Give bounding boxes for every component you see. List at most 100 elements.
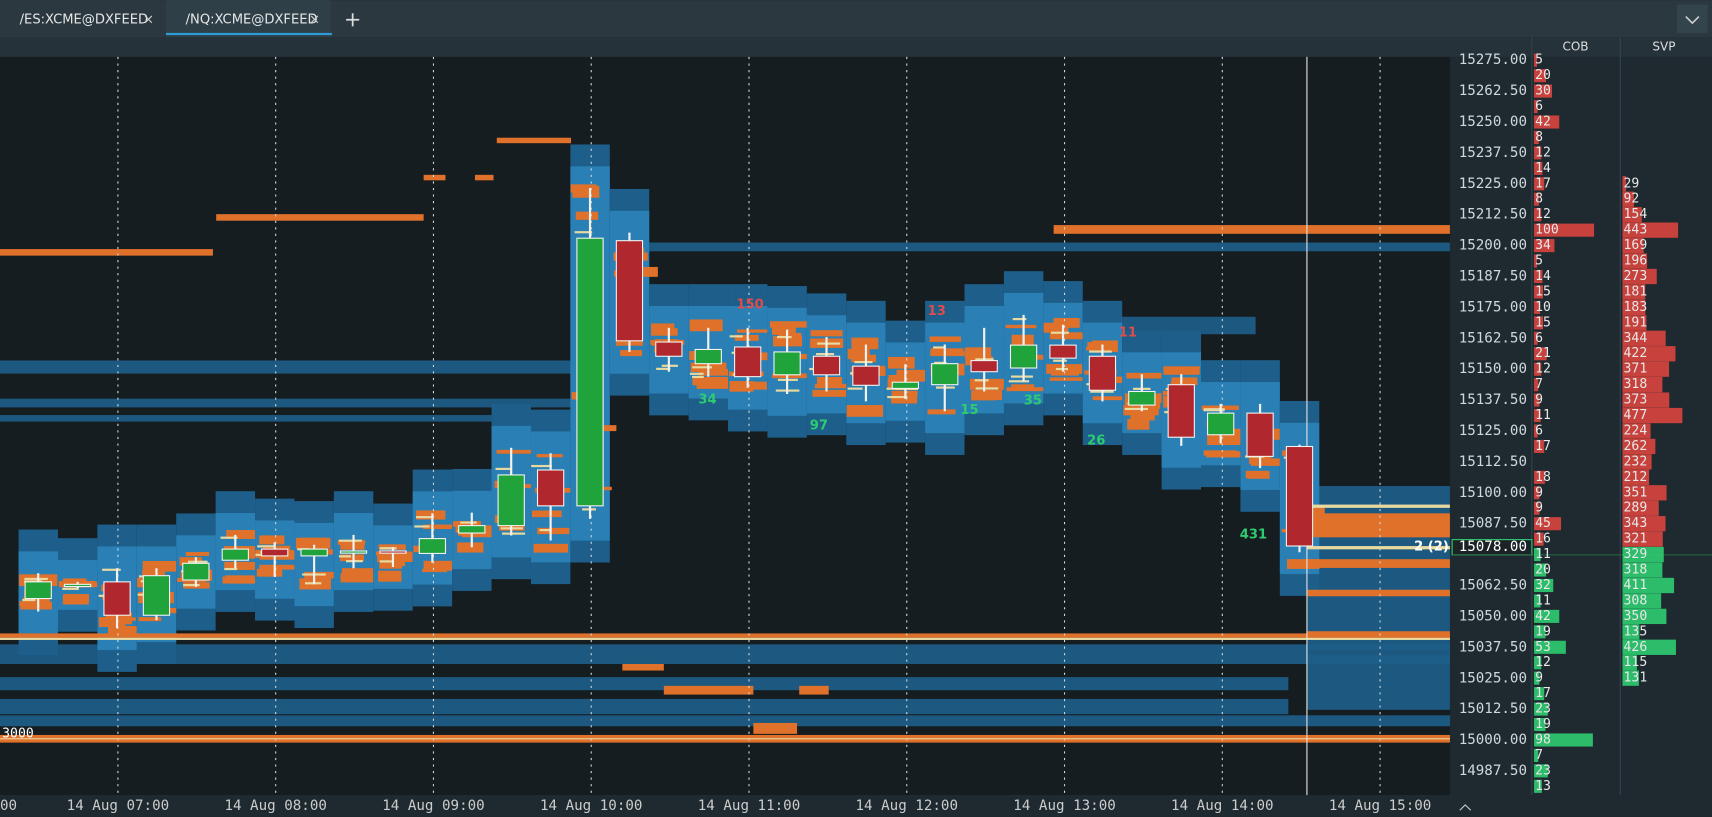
cob-value: 15 <box>1535 284 1551 299</box>
liquidity-band <box>496 137 572 144</box>
cob-bar <box>1534 424 1538 438</box>
svp-bar <box>1622 176 1627 192</box>
cob-bar <box>1534 69 1547 83</box>
time-label: 14 Aug 09:00 <box>382 798 485 814</box>
cob-value: 11 <box>1535 547 1551 562</box>
trade-count: 34 <box>698 392 716 407</box>
liquidity-band <box>1053 225 1450 234</box>
candle-body <box>891 381 919 389</box>
menu-button[interactable] <box>1677 4 1708 33</box>
cob-value: 6 <box>1535 331 1543 346</box>
add-tab[interactable] <box>346 13 360 27</box>
cob-bar <box>1534 656 1542 670</box>
candle-body <box>1246 412 1274 457</box>
liquidity-band <box>663 685 754 695</box>
cob-value: 17 <box>1535 176 1551 191</box>
liquidity-band <box>62 587 79 590</box>
time-label: 14 Aug 07:00 <box>67 798 170 814</box>
liquidity-band <box>1306 513 1450 538</box>
cob-bar <box>1534 517 1562 531</box>
liquidity-band <box>812 389 849 397</box>
candle-body <box>24 581 52 600</box>
cob-value: 32 <box>1535 578 1551 593</box>
trade-count: 11 <box>1119 326 1137 341</box>
svp-bar <box>1622 438 1656 455</box>
tab[interactable] <box>0 0 165 38</box>
cob-value: 8 <box>1535 192 1543 207</box>
liquidity-band <box>1306 559 1450 568</box>
price-label: 15112.50 <box>1459 454 1527 470</box>
svp-bar <box>1622 299 1646 316</box>
candle-body <box>142 575 171 616</box>
cob-value: 11 <box>1535 593 1551 608</box>
tab-close[interactable]: × <box>143 12 154 27</box>
svp-bar <box>1622 207 1642 223</box>
liquidity-band <box>474 174 494 181</box>
svp-value: 426 <box>1624 640 1648 655</box>
cob-value: 9 <box>1535 485 1543 500</box>
liquidity-band <box>975 387 999 390</box>
liquidity-band <box>0 715 1453 727</box>
cob-value: 12 <box>1535 655 1551 670</box>
svp-value: 196 <box>1624 254 1648 269</box>
tab-close[interactable]: × <box>309 12 320 27</box>
cob-value: 8 <box>1535 130 1543 145</box>
candle-body <box>418 538 447 554</box>
cob-value: 16 <box>1535 532 1551 547</box>
liquidity-band <box>1163 366 1200 375</box>
liquidity-band <box>381 547 394 550</box>
cob-value: 13 <box>1535 779 1551 794</box>
cob-bar <box>1534 486 1540 500</box>
cob-bar <box>1534 733 1593 747</box>
price-label: 15275.00 <box>1459 52 1527 68</box>
svp-bar <box>1622 361 1670 377</box>
liquidity-band <box>378 570 402 582</box>
cob-value: 45 <box>1535 516 1551 531</box>
svp-value: 371 <box>1624 362 1648 377</box>
liquidity-band <box>769 321 809 328</box>
liquidity-band <box>927 409 956 415</box>
cob-value: 7 <box>1535 377 1543 392</box>
cob-value: 9 <box>1535 671 1543 686</box>
svp-value: 318 <box>1624 377 1648 392</box>
liquidity-band <box>1091 340 1118 352</box>
collapse-icon[interactable] <box>1459 804 1472 811</box>
svp-bar <box>1622 268 1657 285</box>
candle-body <box>970 360 998 373</box>
cob-bar <box>1534 671 1540 685</box>
candle-body <box>103 581 131 616</box>
candle-body <box>1049 344 1077 359</box>
cob-bar <box>1534 717 1546 732</box>
cob-value: 23 <box>1535 763 1551 778</box>
candle-body <box>576 237 604 507</box>
svp-value: 224 <box>1624 423 1648 438</box>
svp-bar <box>1622 423 1651 439</box>
liquidity-band <box>185 552 210 556</box>
svp-value: 344 <box>1624 331 1648 346</box>
svp-bar <box>1622 191 1635 207</box>
liquidity-band <box>1306 655 1450 710</box>
cob-value: 19 <box>1535 624 1551 639</box>
liquidity-band <box>183 584 200 587</box>
liquidity-band <box>105 612 132 625</box>
cob-value: 9 <box>1535 501 1543 516</box>
svp-value: 422 <box>1624 346 1648 361</box>
liquidity-band <box>933 346 946 349</box>
liquidity-band <box>531 464 552 468</box>
price-label: 15212.50 <box>1459 207 1527 223</box>
tab[interactable] <box>165 0 331 38</box>
liquidity-band <box>0 644 1453 664</box>
column-header: SVP <box>1652 40 1675 54</box>
cob-value: 20 <box>1535 68 1551 83</box>
svp-value: 29 <box>1624 176 1640 191</box>
candle-body <box>812 355 841 376</box>
liquidity-band <box>1049 377 1087 381</box>
cob-bar <box>1534 223 1595 237</box>
time-label: 14 Aug 10:00 <box>540 798 643 814</box>
liquidity-band <box>461 530 496 538</box>
svp-value: 308 <box>1624 593 1648 608</box>
time-label: 14 Aug 11:00 <box>698 798 801 814</box>
liquidity-band <box>378 544 406 550</box>
cob-value: 20 <box>1535 563 1551 578</box>
cob-bar <box>1534 53 1538 67</box>
